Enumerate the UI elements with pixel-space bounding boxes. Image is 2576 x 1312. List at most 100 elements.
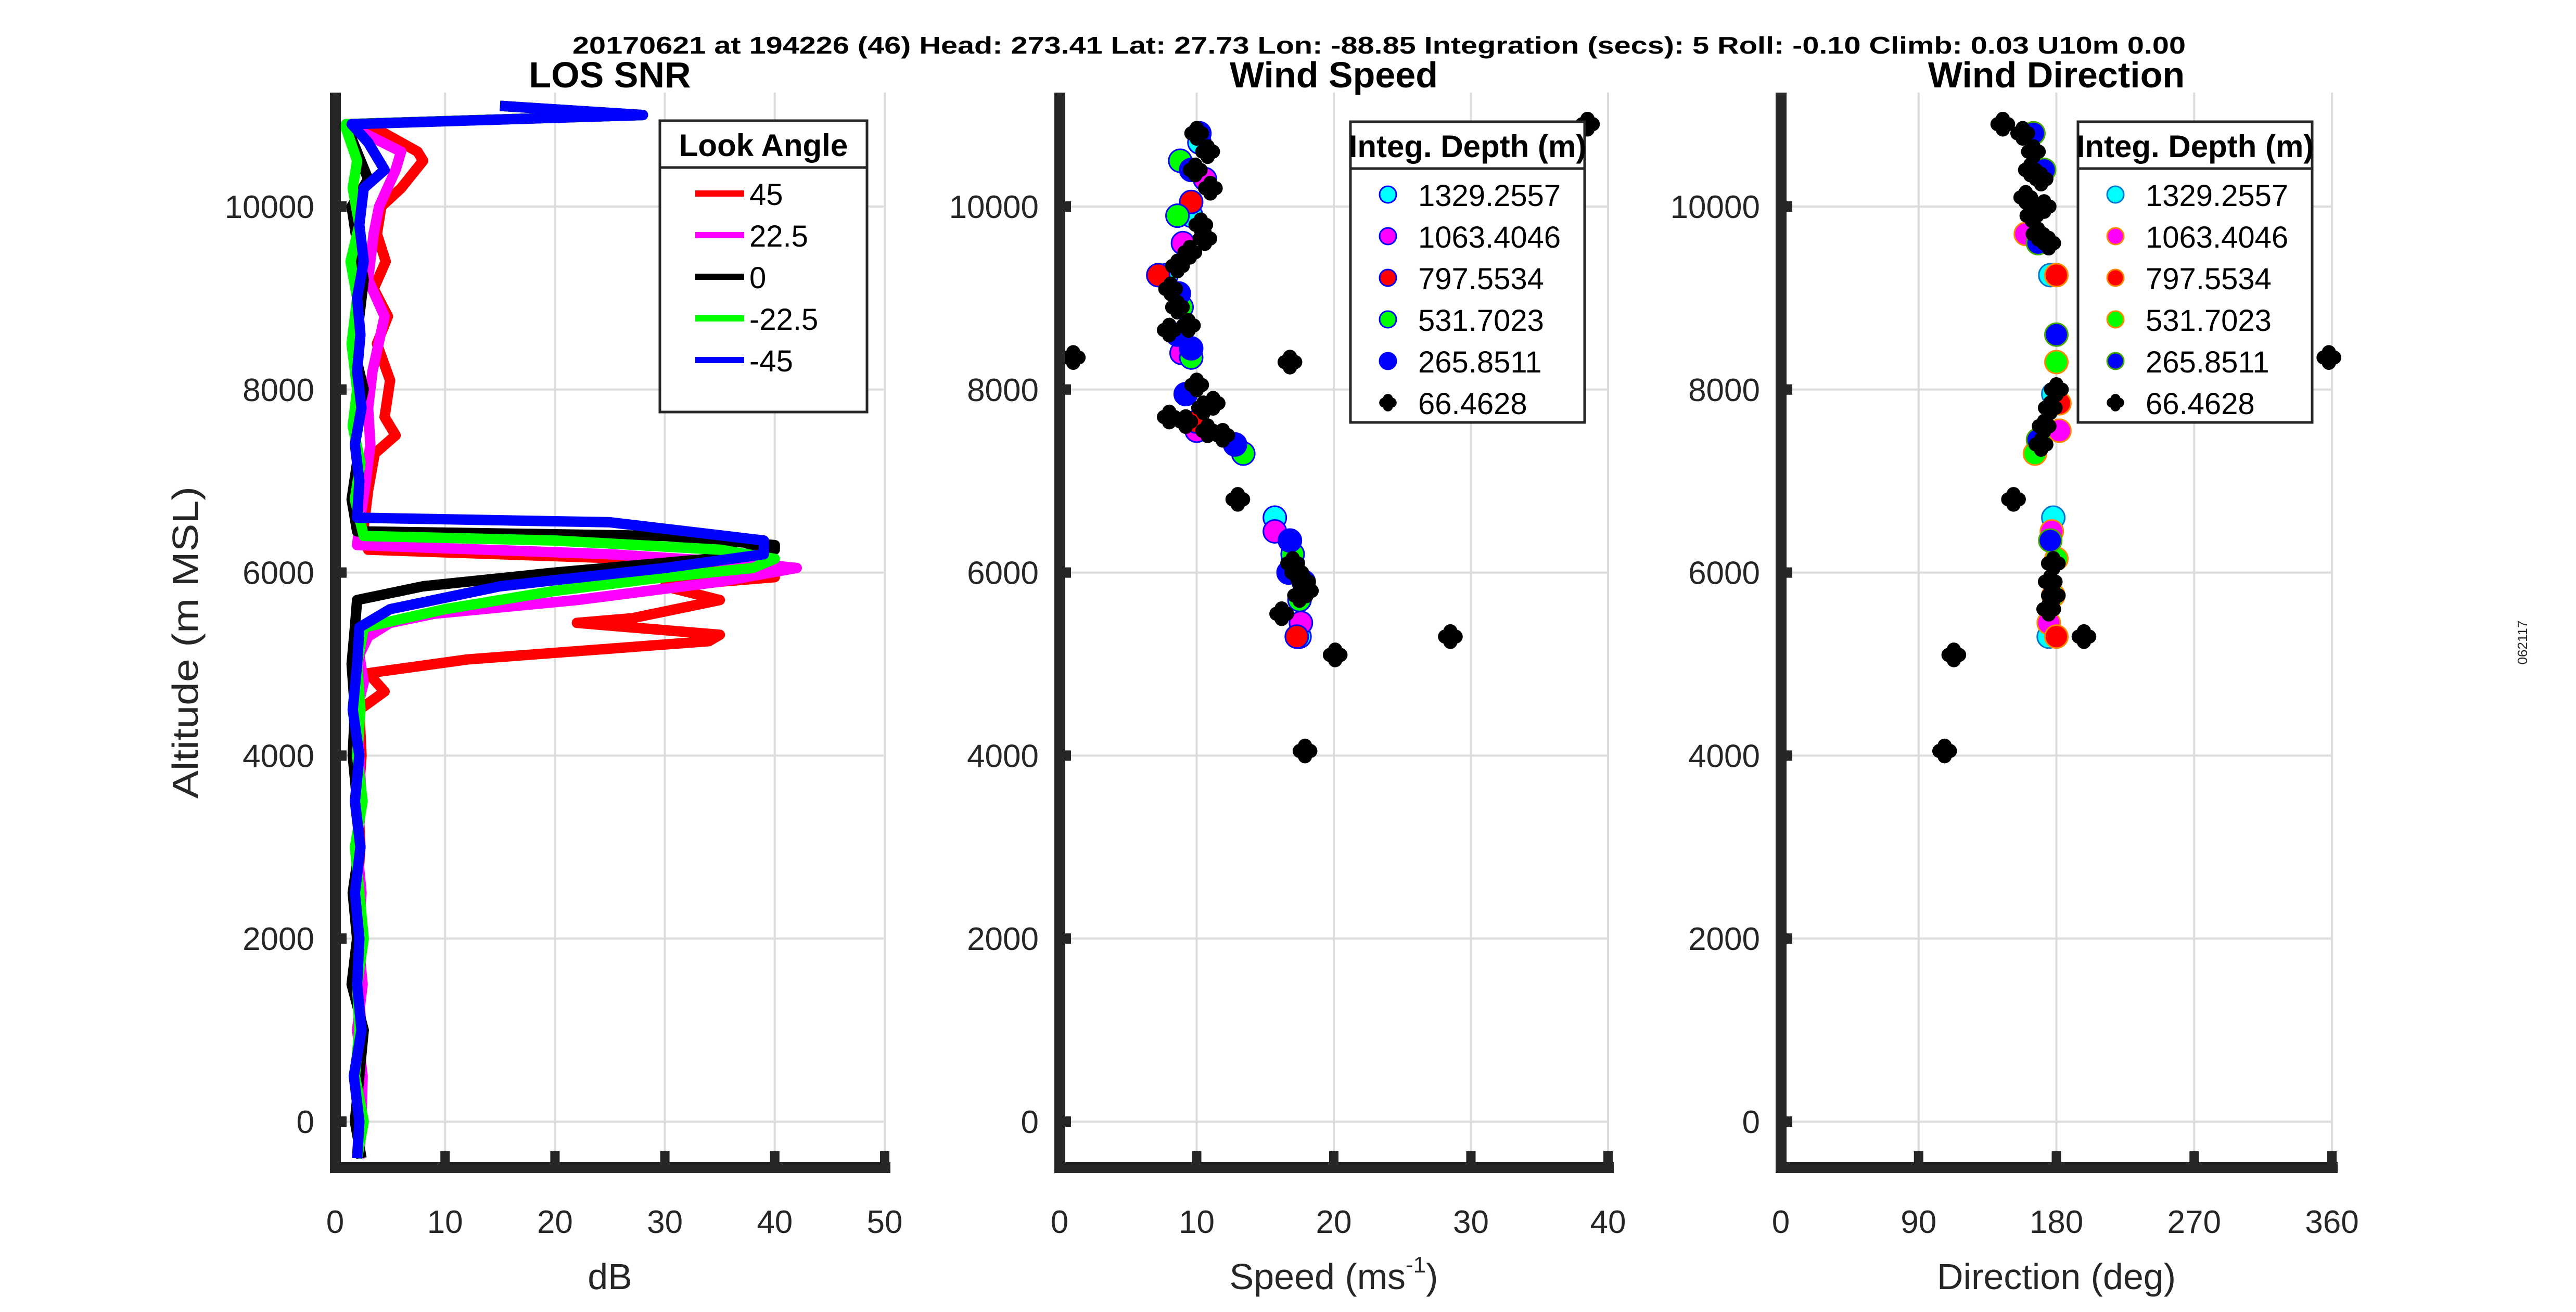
y-tick [1060, 933, 1071, 944]
x-tick [1603, 1151, 1613, 1164]
data-point-part [1274, 601, 1289, 616]
x-tick [2051, 1151, 2061, 1164]
legend-swatch [1379, 310, 1397, 329]
x-axis-label-superscript: -1 [1406, 1252, 1426, 1278]
y-axis-spine [1776, 93, 1787, 1173]
x-tick [1192, 1151, 1202, 1164]
y-tick-label: 2000 [243, 921, 314, 957]
legend-entry: 45 [695, 178, 783, 212]
x-axis-label: Speed (ms-1) [1230, 1252, 1438, 1297]
x-tick-label: 40 [1590, 1204, 1626, 1240]
data-point-part [2043, 569, 2058, 584]
data-point-part [2322, 355, 2336, 370]
x-tick-label: 20 [1316, 1204, 1352, 1240]
data-point-part [2024, 203, 2039, 217]
figure-suptitle: 20170621 at 194226 (46) Head: 273.41 Lat… [572, 32, 2186, 59]
y-tick [1060, 750, 1071, 761]
legend: Integ. Depth (m) 1329.2557 1063.4046 797.55… [2076, 120, 2314, 424]
legend-label: 66.4628 [1418, 387, 1527, 421]
legend-swatch [1383, 401, 1393, 411]
data-point-part [1162, 404, 1177, 419]
legend-label: 531.7023 [1418, 304, 1544, 338]
legend-entry: 66.4628 [2107, 387, 2255, 421]
legend-swatch [1383, 394, 1393, 404]
data-point-part [2043, 395, 2058, 410]
legend-label: -45 [749, 344, 793, 378]
data-point-part [1170, 264, 1185, 279]
x-axis-label: Direction (deg) [1937, 1256, 2176, 1297]
legend-entry: 531.7023 [2106, 304, 2272, 338]
data-point-part [1283, 360, 1297, 375]
data-point-part [2049, 377, 2064, 392]
y-tick [1060, 201, 1071, 212]
legend-label: 797.5534 [1418, 262, 1544, 296]
data-point [2044, 350, 2069, 375]
data-point-part [2034, 177, 2048, 192]
data-point-part [1170, 253, 1185, 268]
data-point-part [2023, 157, 2038, 172]
data-point-part [2046, 551, 2061, 565]
x-tick [550, 1151, 560, 1164]
data-point-part [1162, 317, 1177, 332]
x-tick-label: 0 [1772, 1204, 1790, 1240]
data-point-part [1178, 419, 1193, 434]
data-point-part [1298, 738, 1312, 753]
x-tick-label: 20 [537, 1204, 573, 1240]
legend-title: Integ. Depth (m) [1349, 129, 1587, 164]
y-tick-label: 2000 [967, 921, 1039, 957]
data-point-part [2042, 241, 2056, 256]
data-point-part [1206, 401, 1220, 416]
data-point-part [1189, 121, 1204, 135]
x-tick [2327, 1151, 2337, 1164]
legend-label: 0 [749, 261, 766, 295]
panel-title: LOS SNR [529, 55, 691, 95]
data-point-part [2026, 139, 2041, 153]
data-point-part [1215, 422, 1230, 438]
data-point-part [2076, 624, 2092, 639]
legend-title: Look Angle [679, 128, 848, 163]
x-tick-label: 30 [647, 1204, 683, 1240]
x-tick [770, 1151, 780, 1164]
x-tick [1055, 1151, 1064, 1164]
legend-swatch [2106, 352, 2125, 370]
los-snr-panel: 0 10 20 30 40 50 0 2000 4000 6000 8000 10000 LOS SNR… [225, 55, 903, 1297]
y-tick [1781, 750, 1792, 761]
data-point-part [2322, 345, 2336, 359]
y-axis-spine [1054, 93, 1065, 1173]
x-axis-label: dB [588, 1256, 632, 1297]
data-point-part [1230, 487, 1245, 501]
data-point-part [2016, 131, 2030, 146]
y-tick-label: 10000 [1670, 189, 1760, 225]
legend-swatch [2106, 268, 2125, 287]
legend-swatch [2106, 227, 2125, 246]
series-66.4628 [1061, 111, 1600, 764]
x-tick [440, 1151, 450, 1164]
x-tick-label: 90 [1901, 1204, 1936, 1240]
data-point-part [1946, 653, 1961, 667]
x-tick [330, 1151, 340, 1164]
legend-entry: -45 [695, 344, 793, 378]
data-point-part [2006, 487, 2021, 501]
data-point-part [1189, 383, 1204, 397]
x-tick [1466, 1151, 1476, 1164]
data-point-part [1197, 226, 1212, 240]
y-tick-label: 4000 [1688, 738, 1760, 774]
y-tick-label: 8000 [243, 372, 314, 408]
y-tick-label: 6000 [1688, 556, 1760, 591]
legend-label: 45 [749, 178, 783, 212]
y-tick [1781, 567, 1792, 578]
data-point-part [1443, 624, 1458, 639]
y-axis-spine [330, 93, 341, 1173]
data-point [2044, 624, 2069, 649]
y-tick-label: 8000 [967, 372, 1039, 408]
legend-swatch [2110, 394, 2121, 404]
y-tick-label: 4000 [243, 738, 314, 774]
y-tick [1781, 384, 1792, 395]
legend-label: 1063.4046 [2146, 221, 2288, 254]
x-tick-label: 270 [2167, 1204, 2221, 1240]
y-tick [1060, 1116, 1071, 1127]
axes: 0 10 20 30 40 0 2000 4000 6000 8000 10000 [949, 93, 1626, 1240]
y-tick-label: 6000 [243, 556, 314, 591]
y-tick-label: 6000 [967, 556, 1039, 591]
data-point [1278, 528, 1303, 553]
